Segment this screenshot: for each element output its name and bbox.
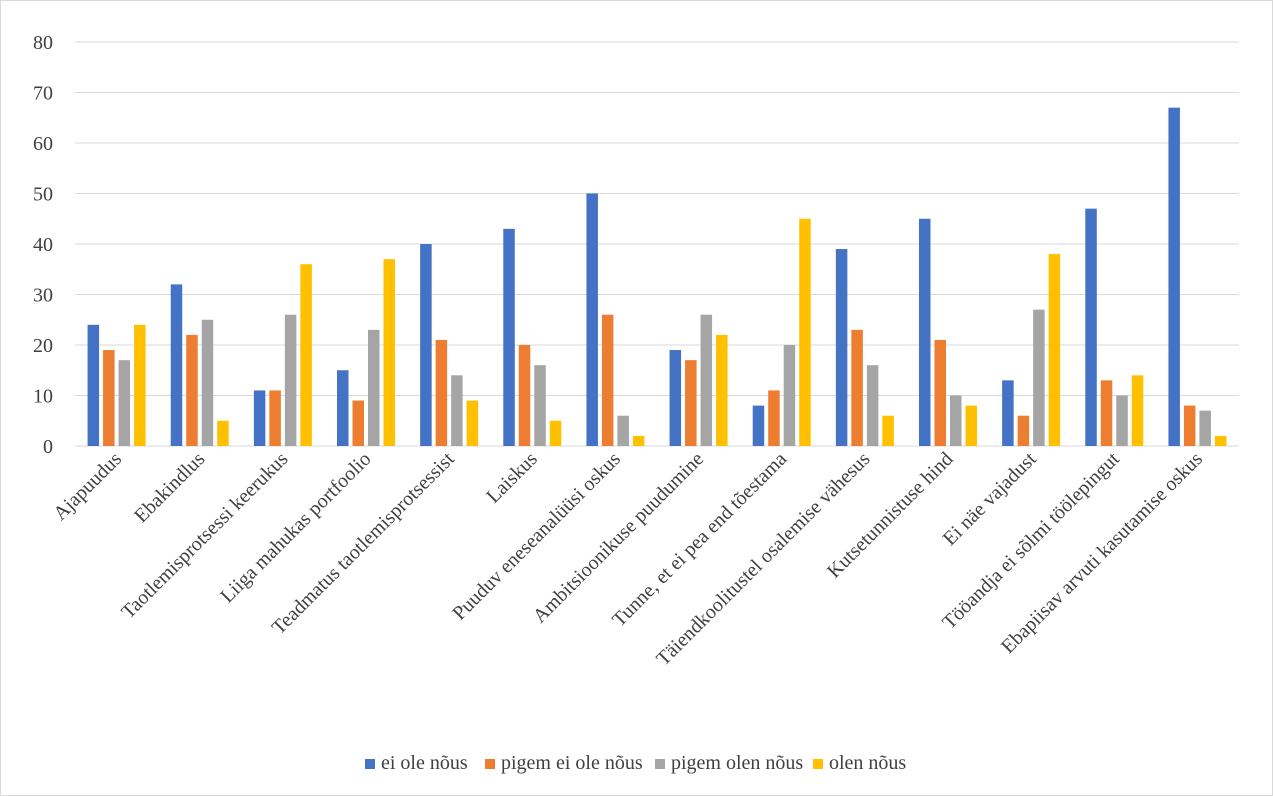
bar xyxy=(950,395,962,446)
bar xyxy=(383,259,395,446)
bar xyxy=(919,218,931,446)
bar xyxy=(352,400,364,446)
bar xyxy=(1002,380,1014,446)
bar xyxy=(965,405,977,446)
y-tick-label: 30 xyxy=(33,285,53,307)
category-label: Ambitsioonikuse puudumine xyxy=(529,448,708,627)
bar xyxy=(716,334,728,446)
bar xyxy=(1131,375,1144,446)
bar xyxy=(851,329,863,446)
bar xyxy=(368,329,380,446)
legend-label: pigem olen nõus xyxy=(671,752,803,774)
y-tick-label: 20 xyxy=(33,335,53,357)
legend-swatch xyxy=(485,759,495,769)
category-label: Tööandja ei sõlmi töölepingut xyxy=(938,448,1124,634)
y-tick-label: 80 xyxy=(33,32,53,54)
bar xyxy=(866,365,879,446)
bar xyxy=(1085,208,1097,446)
bar xyxy=(1033,309,1045,446)
y-tick-label: 0 xyxy=(43,436,53,458)
category-label: Liiga mahukas portfoolio xyxy=(216,448,375,607)
bar xyxy=(534,365,546,446)
bar xyxy=(217,420,229,446)
bar xyxy=(466,400,479,446)
bar xyxy=(337,370,349,446)
legend-swatch xyxy=(813,759,823,769)
category-label: Tunne, et ei pea end tõestama xyxy=(608,448,791,631)
bar xyxy=(435,339,448,446)
legend-label: pigem ei ole nõus xyxy=(501,752,643,774)
bar xyxy=(518,345,531,446)
bar xyxy=(118,360,131,446)
bar xyxy=(752,405,765,446)
legend-swatch xyxy=(365,759,375,769)
legend-label: ei ole nõus xyxy=(381,752,468,774)
y-tick-label: 40 xyxy=(33,234,53,256)
bar xyxy=(586,193,598,446)
bar xyxy=(170,284,183,446)
bar xyxy=(601,314,614,446)
bar xyxy=(768,390,780,446)
bar xyxy=(300,264,312,446)
bar xyxy=(420,244,432,446)
category-label: Ajapuudus xyxy=(49,448,126,525)
category-label: Ebakindlus xyxy=(130,448,209,527)
bar xyxy=(835,249,848,446)
bar xyxy=(284,314,297,446)
bar xyxy=(934,339,946,446)
y-tick-label: 50 xyxy=(33,184,53,206)
bar xyxy=(1214,435,1227,446)
bar xyxy=(1048,254,1061,446)
bar xyxy=(1116,395,1128,446)
bar xyxy=(799,218,811,446)
bar xyxy=(1199,410,1211,446)
bar xyxy=(269,390,281,446)
bar xyxy=(549,420,562,446)
bar xyxy=(103,350,115,446)
legend-swatch xyxy=(655,759,665,769)
bar xyxy=(617,415,629,446)
bar xyxy=(669,350,682,446)
bar xyxy=(186,334,198,446)
bar xyxy=(685,360,697,446)
bar xyxy=(632,435,645,446)
bar xyxy=(201,319,214,446)
y-tick-label: 60 xyxy=(33,133,53,155)
bar xyxy=(1168,107,1180,447)
category-label: Teadmatus taotlemisprotsessist xyxy=(268,448,459,639)
bar xyxy=(1183,405,1196,446)
bar xyxy=(253,390,266,446)
y-tick-label: 10 xyxy=(33,386,53,408)
category-label: Puuduv eneseanalüüsi oskus xyxy=(448,448,625,625)
bar xyxy=(700,314,713,446)
bar xyxy=(87,324,100,446)
category-label: Laiskus xyxy=(482,448,542,508)
category-label: Taotlemisprotsessi keerukus xyxy=(117,448,292,623)
bar xyxy=(783,345,796,446)
legend-label: olen nõus xyxy=(829,752,906,774)
bar xyxy=(1100,380,1113,446)
y-tick-label: 70 xyxy=(33,83,53,105)
bar xyxy=(451,375,463,446)
bar xyxy=(882,415,894,446)
bar xyxy=(503,228,515,446)
bar xyxy=(134,324,146,446)
bar xyxy=(1017,415,1030,446)
